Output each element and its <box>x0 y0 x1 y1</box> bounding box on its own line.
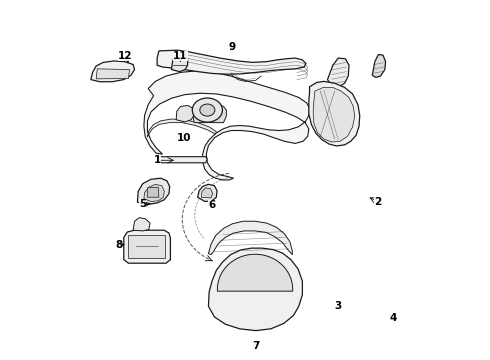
Polygon shape <box>201 188 213 198</box>
Polygon shape <box>96 69 129 79</box>
Text: 5: 5 <box>139 199 147 210</box>
Polygon shape <box>91 61 135 82</box>
Text: 7: 7 <box>252 341 259 351</box>
Polygon shape <box>128 234 166 258</box>
Polygon shape <box>124 230 171 263</box>
Text: 8: 8 <box>115 239 122 249</box>
Polygon shape <box>309 81 360 146</box>
Polygon shape <box>158 157 207 163</box>
Text: 9: 9 <box>228 42 236 52</box>
Ellipse shape <box>200 104 215 116</box>
Polygon shape <box>313 87 355 142</box>
Polygon shape <box>176 105 194 122</box>
Polygon shape <box>137 178 170 204</box>
Polygon shape <box>208 221 293 255</box>
Polygon shape <box>157 50 306 74</box>
Polygon shape <box>197 184 217 202</box>
Polygon shape <box>133 218 150 231</box>
Text: 1: 1 <box>153 155 161 165</box>
Polygon shape <box>327 58 349 87</box>
Text: 6: 6 <box>208 200 216 210</box>
Ellipse shape <box>192 98 222 122</box>
Text: 3: 3 <box>335 301 342 311</box>
Text: 11: 11 <box>173 51 188 61</box>
Polygon shape <box>147 187 159 197</box>
Text: 2: 2 <box>374 197 381 207</box>
Polygon shape <box>172 53 188 72</box>
Polygon shape <box>208 248 302 330</box>
Polygon shape <box>176 50 183 55</box>
Polygon shape <box>144 71 310 180</box>
Polygon shape <box>144 184 164 202</box>
Text: 12: 12 <box>118 51 132 61</box>
Polygon shape <box>218 254 293 291</box>
Polygon shape <box>372 54 386 77</box>
Text: 10: 10 <box>177 133 191 143</box>
Text: 4: 4 <box>389 313 396 323</box>
Polygon shape <box>147 119 216 137</box>
Polygon shape <box>193 105 226 123</box>
